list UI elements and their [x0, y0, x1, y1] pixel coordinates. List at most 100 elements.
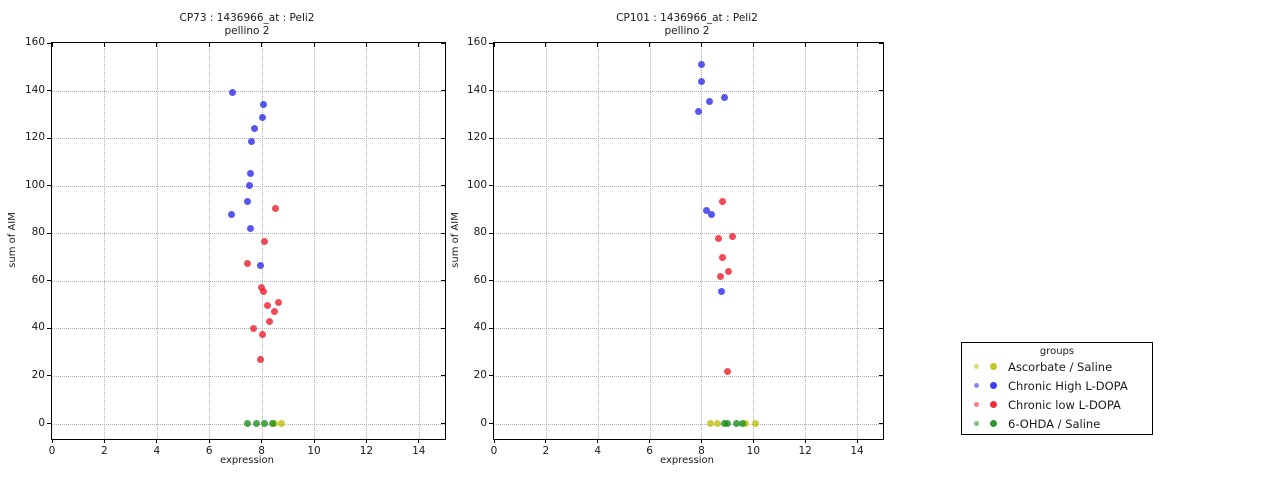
- gridline: [494, 328, 883, 330]
- scatter-point: [707, 210, 715, 218]
- tick-mark: [47, 90, 51, 92]
- tick-mark: [489, 232, 493, 234]
- x-tick-label: 0: [48, 445, 56, 457]
- plot-area-cp73: 0 2 4 6 8 10 12 14 0 20 40 60 80 100 120 140 160: [25, 36, 446, 457]
- tick-mark: [441, 327, 445, 329]
- x-tick-label: 0: [490, 445, 498, 457]
- tick-mark: [47, 327, 51, 329]
- legend-item: 6-OHDA / Saline: [962, 414, 1152, 433]
- gridline: [104, 43, 106, 439]
- tick-mark: [441, 137, 445, 139]
- scatter-point: [697, 77, 705, 85]
- y-tick-label: 100: [24, 178, 45, 191]
- tick-mark: [879, 232, 883, 234]
- tick-mark: [365, 439, 367, 443]
- plot-subtitle: pellino 2: [664, 25, 710, 37]
- tick-mark: [879, 327, 883, 329]
- tick-mark: [441, 90, 445, 92]
- scatter-point: [695, 108, 703, 116]
- legend-marker-icon: [990, 420, 997, 427]
- gridline: [494, 233, 883, 235]
- tick-mark: [208, 439, 210, 443]
- gridline: [52, 233, 445, 235]
- scatter-point: [246, 182, 254, 190]
- y-tick-label: 80: [473, 226, 487, 239]
- tick-mark: [441, 232, 445, 234]
- legend-item-label: 6-OHDA / Saline: [1008, 416, 1101, 431]
- scatter-point: [714, 420, 722, 428]
- gridline: [597, 43, 599, 439]
- x-tick-label: 6: [646, 445, 653, 457]
- scatter-point: [244, 197, 252, 205]
- tick-mark: [879, 185, 883, 187]
- gridline: [494, 90, 883, 92]
- tick-mark: [856, 43, 858, 47]
- tick-mark: [47, 185, 51, 187]
- scatter-point: [697, 60, 705, 68]
- legend-marker-icon: [990, 382, 997, 389]
- tick-mark: [879, 280, 883, 282]
- tick-mark: [47, 232, 51, 234]
- tick-mark: [47, 42, 51, 44]
- scatter-point: [725, 267, 733, 275]
- tick-mark: [47, 280, 51, 282]
- legend-item-label: Chronic low L-DOPA: [1008, 397, 1121, 412]
- y-tick-label: 40: [473, 321, 487, 334]
- legend-item: Chronic High L-DOPA: [962, 376, 1152, 395]
- legend-marker-icon: [974, 383, 979, 388]
- scatter-point: [718, 197, 726, 205]
- scatter-point: [729, 233, 737, 241]
- gridline: [494, 185, 883, 187]
- scatter-point: [228, 210, 236, 218]
- tick-mark: [441, 185, 445, 187]
- x-tick-label: 8: [698, 445, 705, 457]
- gridline: [649, 43, 651, 439]
- scatter-point: [244, 259, 252, 267]
- x-tick-label: 12: [359, 445, 374, 457]
- tick-mark: [879, 423, 883, 425]
- legend-title: groups: [1039, 346, 1075, 357]
- tick-mark: [441, 280, 445, 282]
- gridline: [52, 90, 445, 92]
- tick-mark: [493, 439, 495, 443]
- scatter-point: [260, 101, 268, 109]
- gridline: [494, 375, 883, 377]
- legend-marker-icon: [974, 421, 979, 426]
- tick-mark: [879, 42, 883, 44]
- tick-mark: [649, 439, 651, 443]
- legend-marker-icon: [974, 364, 979, 369]
- tick-mark: [489, 137, 493, 139]
- tick-mark: [47, 137, 51, 139]
- tick-mark: [700, 439, 702, 443]
- gridline: [314, 43, 315, 439]
- tick-mark: [418, 43, 420, 47]
- y-tick-label: 60: [473, 273, 487, 286]
- tick-mark: [489, 42, 493, 44]
- scatter-point: [247, 225, 255, 232]
- gridline: [753, 43, 755, 439]
- tick-mark: [489, 185, 493, 187]
- tick-mark: [489, 90, 493, 92]
- tick-mark: [879, 137, 883, 139]
- scatter-point: [247, 170, 255, 178]
- y-tick-label: 0: [38, 416, 45, 429]
- y-tick-label: 160: [466, 36, 487, 48]
- scatter-point: [260, 420, 268, 428]
- scatter-point: [259, 288, 267, 296]
- gridline: [52, 375, 445, 377]
- tick-mark: [597, 43, 599, 47]
- y-tick-label: 40: [31, 321, 45, 334]
- tick-mark: [313, 43, 315, 47]
- y-tick-label: 120: [24, 131, 45, 144]
- tick-mark: [208, 43, 210, 47]
- gridline: [209, 43, 211, 439]
- x-tick-label: 8: [258, 445, 265, 457]
- scatter-point: [724, 420, 732, 428]
- scatter-point: [243, 420, 251, 428]
- tick-mark: [879, 90, 883, 92]
- tick-mark: [752, 43, 754, 47]
- gridline: [156, 43, 158, 439]
- legend-marker-icon: [990, 363, 997, 370]
- tick-mark: [261, 43, 263, 47]
- tick-mark: [545, 439, 547, 443]
